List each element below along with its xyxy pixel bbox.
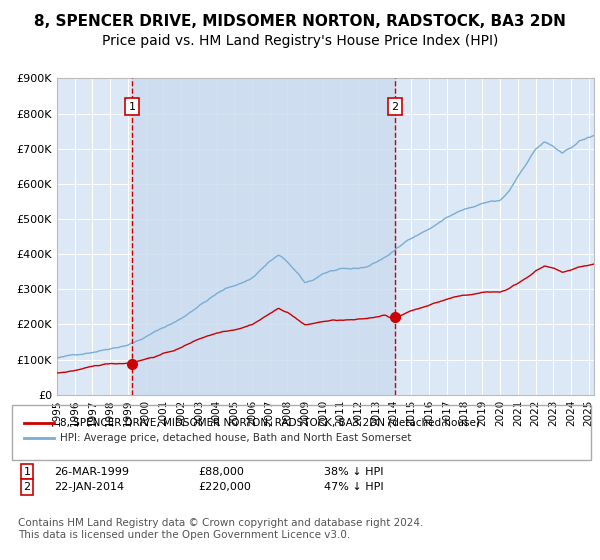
Text: 2: 2 [391,101,398,111]
Text: 26-MAR-1999: 26-MAR-1999 [54,466,129,477]
Text: £88,000: £88,000 [198,466,244,477]
Bar [132,78,395,395]
Text: Contains HM Land Registry data © Crown copyright and database right 2024.
This d: Contains HM Land Registry data © Crown c… [18,518,424,540]
Text: 1: 1 [23,466,31,477]
Text: 2: 2 [23,482,31,492]
Text: 38% ↓ HPI: 38% ↓ HPI [324,466,383,477]
Text: 22-JAN-2014: 22-JAN-2014 [54,482,124,492]
Text: 8, SPENCER DRIVE, MIDSOMER NORTON, RADSTOCK, BA3 2DN (detached house): 8, SPENCER DRIVE, MIDSOMER NORTON, RADST… [60,418,480,428]
Text: £220,000: £220,000 [198,482,251,492]
Text: HPI: Average price, detached house, Bath and North East Somerset: HPI: Average price, detached house, Bath… [60,433,412,443]
Text: 47% ↓ HPI: 47% ↓ HPI [324,482,383,492]
Text: Price paid vs. HM Land Registry's House Price Index (HPI): Price paid vs. HM Land Registry's House … [102,34,498,48]
Text: 1: 1 [128,101,136,111]
Text: 8, SPENCER DRIVE, MIDSOMER NORTON, RADSTOCK, BA3 2DN: 8, SPENCER DRIVE, MIDSOMER NORTON, RADST… [34,14,566,29]
